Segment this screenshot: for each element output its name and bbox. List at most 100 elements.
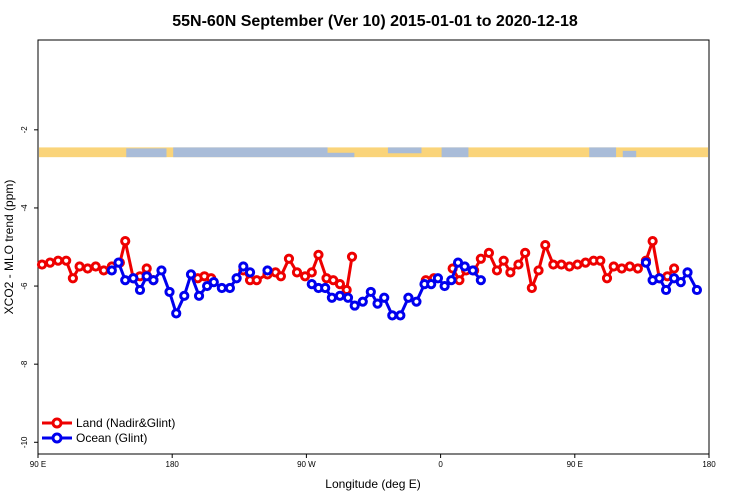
series-ocean-point xyxy=(357,296,368,307)
series-ocean-point xyxy=(446,275,457,286)
series-land-point xyxy=(53,255,64,266)
series-land-point xyxy=(556,259,567,270)
plot-frame xyxy=(37,39,710,455)
series-ocean-point xyxy=(106,265,117,276)
series-land-point xyxy=(36,259,48,270)
y-tick-label: -6 xyxy=(20,282,29,290)
series-ocean-point xyxy=(395,310,406,321)
map-strip-ocean xyxy=(622,150,637,158)
series-ocean-point xyxy=(426,279,437,290)
series-ocean-point xyxy=(411,296,422,307)
series-land-point xyxy=(616,263,627,274)
series-land-point xyxy=(520,247,531,258)
series-ocean-point xyxy=(459,261,470,272)
series-land-point xyxy=(572,259,583,270)
series-ocean-point xyxy=(238,261,249,272)
series-land-point xyxy=(491,265,503,276)
series-land-point xyxy=(498,255,509,266)
y-tick-label: -10 xyxy=(20,436,29,448)
series-land-point xyxy=(533,265,544,276)
series-land-point xyxy=(283,253,295,264)
series-layer xyxy=(36,236,703,321)
series-ocean-point xyxy=(134,284,146,296)
series-land-point xyxy=(608,261,619,272)
series-ocean-point xyxy=(334,290,346,301)
series-land-point xyxy=(61,255,72,266)
series-land-point xyxy=(306,267,317,278)
series-land-point xyxy=(505,267,516,278)
map-strip-land xyxy=(39,147,708,158)
x-tick-label: 90 E xyxy=(30,460,46,469)
x-tick-label: 180 xyxy=(166,460,180,469)
series-ocean-point xyxy=(113,257,124,268)
series-ocean-point xyxy=(654,273,665,284)
series-land-point xyxy=(67,273,78,284)
series-ocean-point xyxy=(320,282,331,294)
world-map-strip xyxy=(39,147,708,158)
series-ocean-point xyxy=(244,267,256,278)
series-land-point xyxy=(601,273,613,284)
series-ocean-point xyxy=(128,273,139,284)
x-tick-label: 0 xyxy=(438,460,443,469)
x-tick-label: 180 xyxy=(702,460,716,469)
map-strip-ocean xyxy=(327,152,355,158)
series-ocean-point xyxy=(432,273,444,284)
series-land-point xyxy=(341,284,352,296)
legend-land-marker xyxy=(51,417,63,429)
series-land-point xyxy=(632,263,643,274)
series-ocean-point xyxy=(691,284,703,296)
series-ocean-point xyxy=(640,257,652,268)
series-land-point xyxy=(313,249,324,260)
series-ocean-point xyxy=(387,310,398,321)
legend: Land (Nadir&Glint) Ocean (Glint) xyxy=(42,416,175,445)
legend-land-label: Land (Nadir&Glint) xyxy=(76,416,175,430)
series-ocean-point xyxy=(342,292,354,303)
map-strip-ocean xyxy=(173,147,328,158)
series-land-point xyxy=(82,263,93,274)
series-land-point xyxy=(475,253,486,264)
series-land-point xyxy=(548,259,559,270)
series-ocean-point xyxy=(156,265,167,276)
legend-ocean-label: Ocean (Glint) xyxy=(76,431,147,445)
y-axis-label: XCO2 - MLO trend (ppm) xyxy=(2,180,16,315)
series-ocean-point xyxy=(475,275,486,286)
map-strip-ocean xyxy=(441,147,469,158)
legend-ocean-marker xyxy=(51,432,63,444)
series-land-point xyxy=(647,236,658,247)
x-tick-label: 90 E xyxy=(567,460,583,469)
series-land-point xyxy=(595,255,606,266)
y-tick-label: -4 xyxy=(20,204,29,212)
series-land-point xyxy=(251,275,262,286)
series-ocean-point xyxy=(224,282,236,294)
series-ocean-point xyxy=(120,275,131,286)
series-ocean-point xyxy=(365,286,376,298)
y-axis-ticks: -2 -4 -6 -8 -10 xyxy=(20,126,38,448)
series-land-point xyxy=(526,282,537,294)
series-land-point xyxy=(454,275,465,286)
series-ocean-point xyxy=(660,284,672,296)
series-land-point xyxy=(483,247,495,258)
series-ocean-point xyxy=(148,275,159,286)
series-land-point xyxy=(334,279,346,290)
series-ocean-point xyxy=(231,273,242,284)
series-ocean-point xyxy=(216,282,227,294)
series-ocean-point xyxy=(326,292,337,303)
series-ocean-point xyxy=(193,290,205,301)
series-ocean-point xyxy=(675,277,686,288)
series-land-point xyxy=(513,259,524,270)
series-land-point xyxy=(98,265,109,276)
series-ocean-point xyxy=(164,286,175,298)
series-land-point xyxy=(120,236,131,247)
series-land-point xyxy=(564,261,575,272)
series-land-point xyxy=(275,271,287,282)
series-land-point xyxy=(624,261,635,272)
x-tick-label: 90 W xyxy=(297,460,316,469)
series-land-point xyxy=(74,261,85,272)
series-ocean-point xyxy=(682,267,693,278)
map-strip-ocean xyxy=(589,147,617,158)
series-ocean-point xyxy=(467,265,478,276)
series-ocean-point xyxy=(185,269,197,280)
series-land-point xyxy=(346,251,358,262)
series-land-point xyxy=(90,261,101,272)
series-ocean-point xyxy=(439,280,450,292)
